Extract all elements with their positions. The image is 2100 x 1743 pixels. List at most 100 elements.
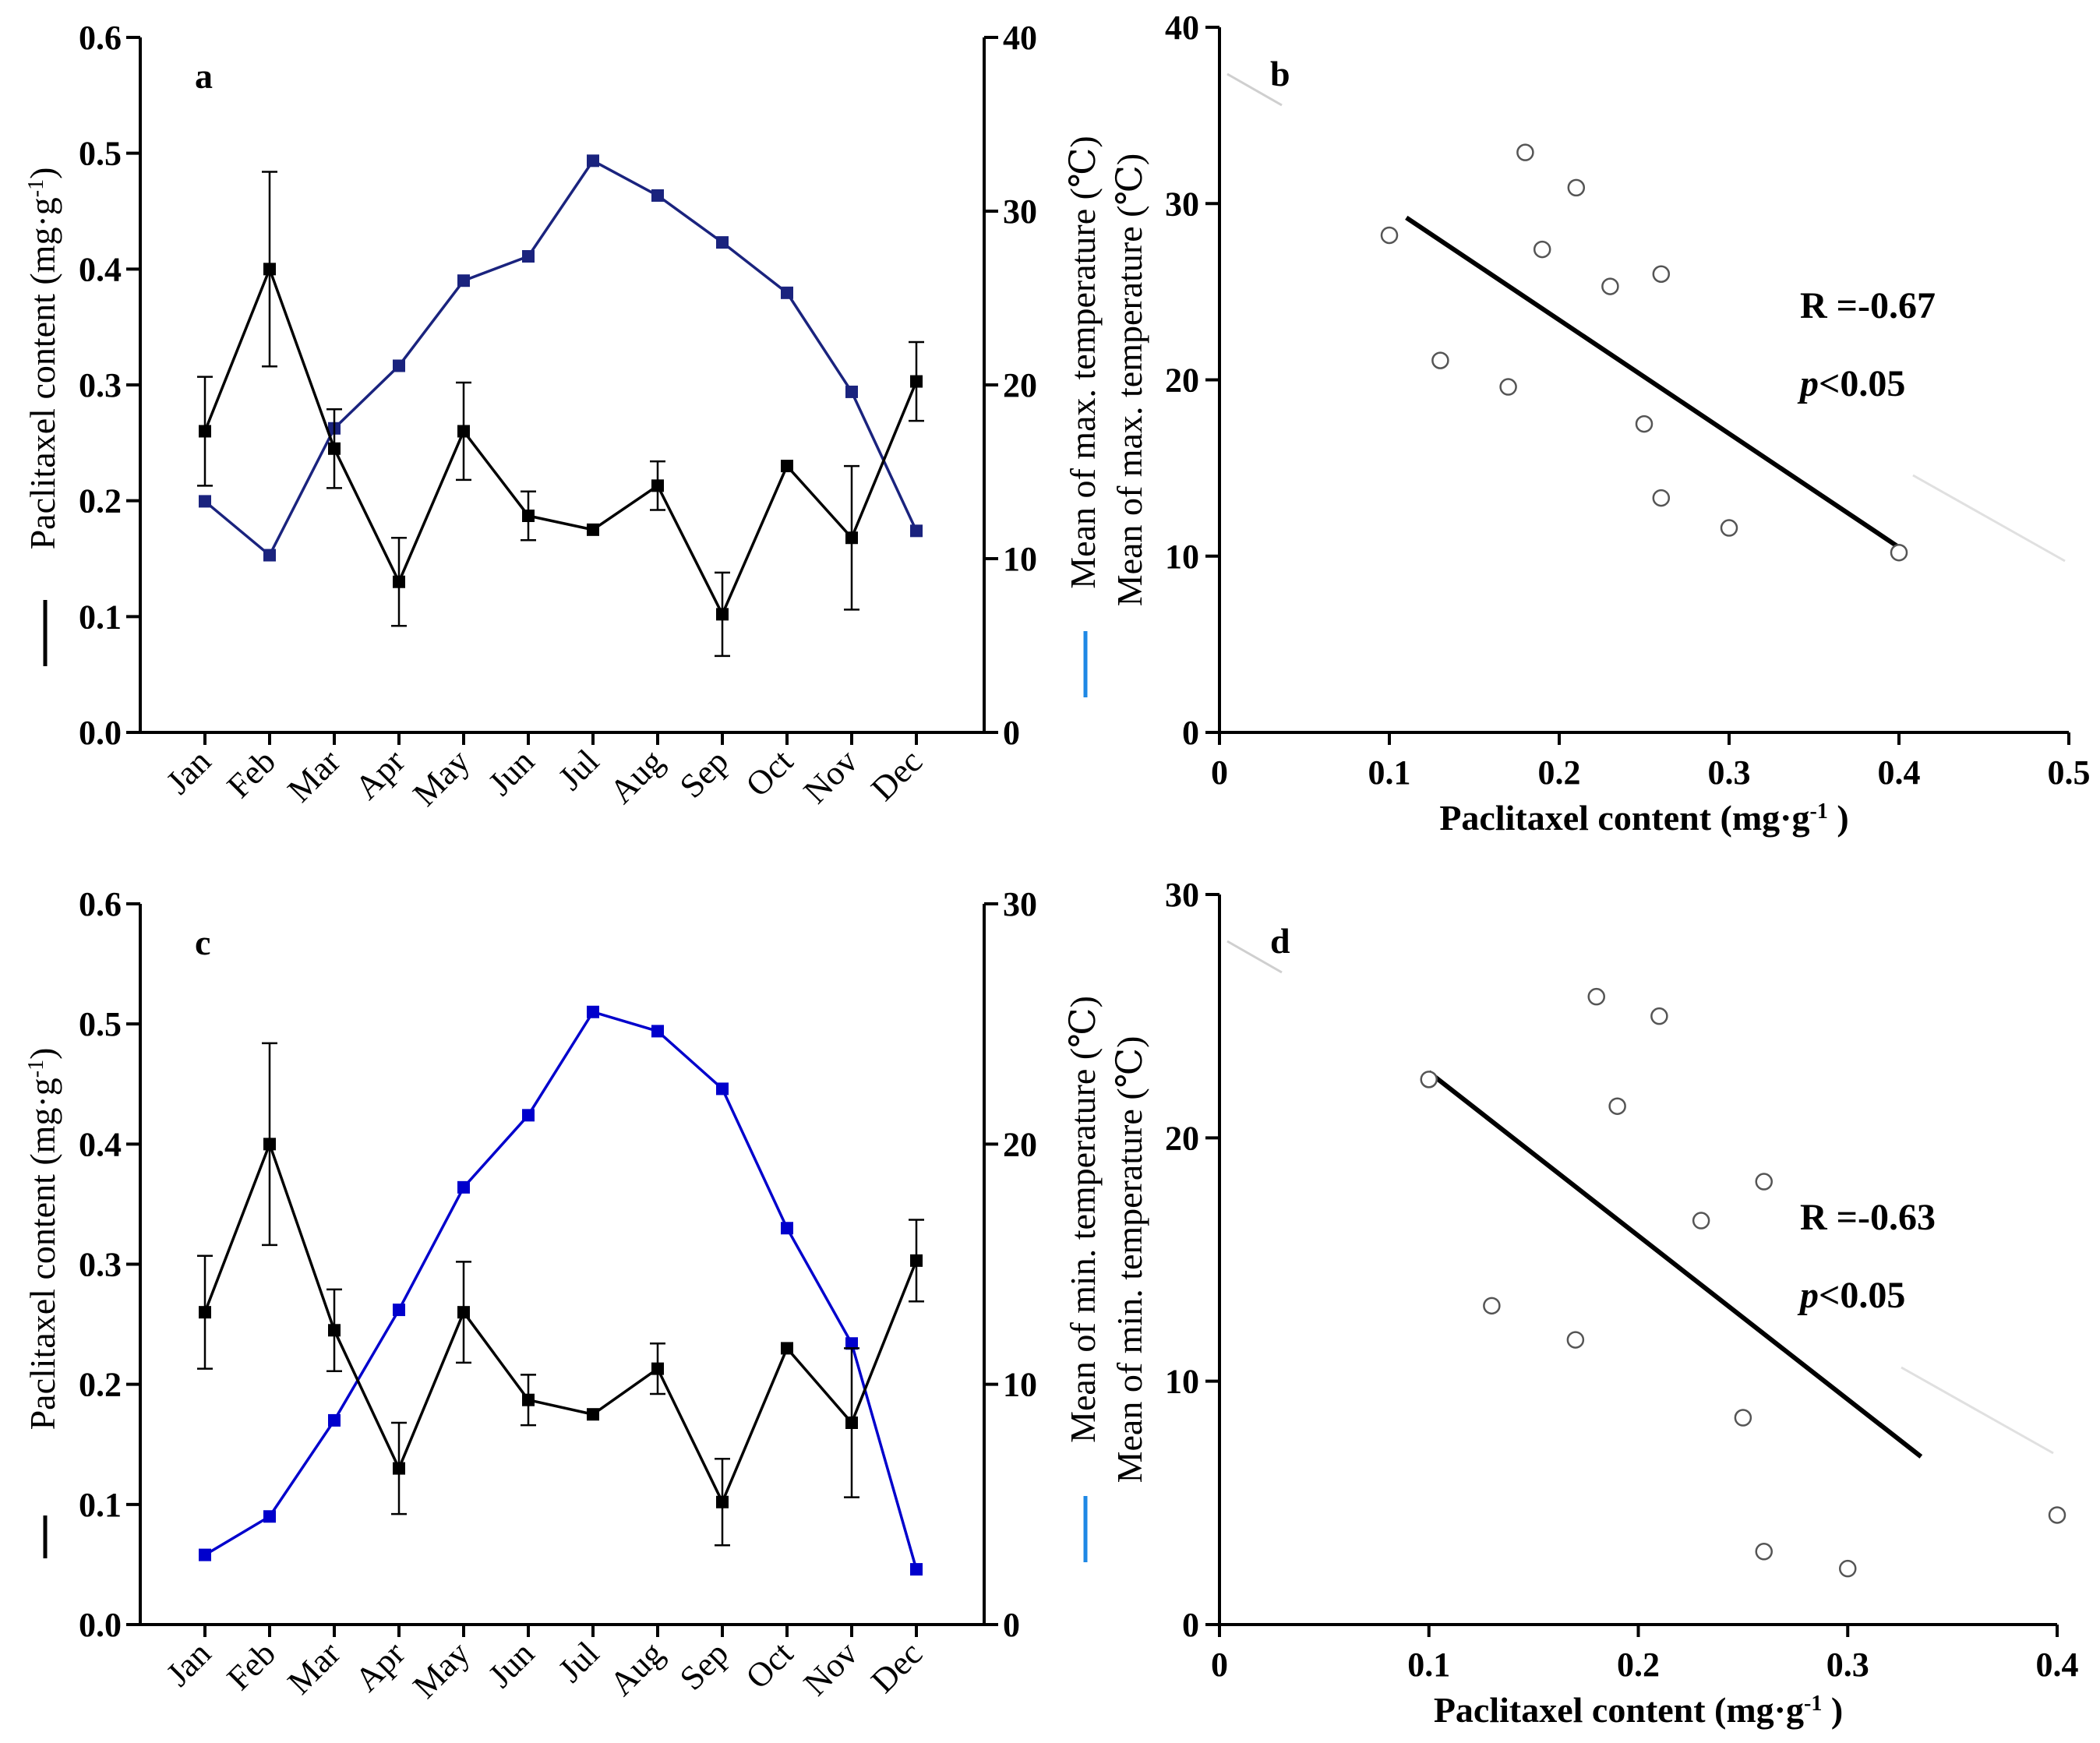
x-tick-label: Jul	[551, 742, 606, 797]
y-tick-label: 30	[1165, 876, 1199, 914]
x-tick-label: Nov	[796, 1634, 865, 1702]
p-value-threshold: <0.05	[1819, 1275, 1905, 1316]
y2-axis-title: Mean of max. temperature (℃)	[1063, 136, 1103, 589]
corner-artifact	[1226, 940, 1283, 974]
paclitaxel-point	[910, 375, 923, 388]
temperature-line	[204, 1010, 918, 1570]
y2-tick-label: 20	[1003, 1125, 1037, 1163]
y-axis-title: Mean of min. temperature (℃)	[1110, 1036, 1149, 1484]
paclitaxel-point	[587, 1408, 599, 1421]
paclitaxel-point	[910, 1254, 923, 1267]
temperature-point	[781, 1222, 793, 1235]
x-axis-title-close: )	[1822, 1690, 1843, 1730]
temperature-point	[457, 1180, 470, 1194]
y-tick-label: 0.4	[79, 250, 122, 288]
paclitaxel-point	[457, 1306, 470, 1319]
temperature-point	[522, 249, 535, 263]
x-tick-label: Feb	[220, 742, 283, 805]
x-tick-label: 0.4	[1878, 753, 1921, 792]
x-axis-title-text: Paclitaxel content (mg·g	[1439, 798, 1809, 838]
temperature-point	[845, 385, 858, 398]
y-axis-title-sup: -1	[24, 1060, 48, 1078]
x-tick-label: Oct	[738, 1634, 800, 1696]
x-tick-label: Jan	[159, 742, 218, 801]
x-tick-label: Apr	[348, 742, 412, 806]
temperature-point	[457, 274, 470, 288]
p-value: p<0.05	[1797, 1275, 1905, 1316]
y-tick-label: 0.4	[79, 1125, 122, 1163]
scatter-point	[1839, 1559, 1857, 1578]
y2-tick-label: 10	[1003, 540, 1037, 578]
corner-artifact	[1226, 72, 1283, 107]
r-value: R =-0.67	[1800, 285, 1936, 326]
y-tick-label: 20	[1165, 362, 1199, 400]
paclitaxel-point	[845, 1417, 858, 1429]
x-axis-title-text: Paclitaxel content (mg·g	[1434, 1690, 1804, 1730]
x-axis-title: Paclitaxel content (mg·g-1 )	[1439, 798, 1848, 838]
paclitaxel-point	[263, 1138, 276, 1151]
paclitaxel-point	[716, 608, 729, 621]
x-tick-label: 0.3	[1708, 753, 1751, 792]
scatter-point	[1692, 1212, 1710, 1230]
x-axis-title: Paclitaxel content (mg·g-1 )	[1434, 1690, 1843, 1730]
temperature-line	[203, 159, 918, 558]
paclitaxel-point	[393, 575, 405, 588]
panel-label: d	[1270, 921, 1290, 961]
paclitaxel-point	[587, 523, 599, 536]
paclitaxel-point	[328, 442, 341, 455]
y-tick-label: 0.2	[79, 482, 122, 520]
y-axis-title-close: )	[23, 1048, 62, 1060]
x-tick-label: Aug	[602, 1634, 671, 1702]
paclitaxel-point	[522, 1393, 535, 1406]
paclitaxel-point	[781, 460, 793, 473]
x-tick-label: Jan	[159, 1634, 218, 1693]
paclitaxel-point	[263, 263, 276, 276]
y2-tick-label: 0	[1003, 714, 1020, 752]
x-tick-label: Mar	[281, 742, 348, 810]
temperature-point	[199, 495, 211, 508]
p-value: p<0.05	[1797, 363, 1905, 404]
temperature-point	[263, 549, 276, 562]
scatter-point	[1601, 277, 1619, 295]
scatter-point	[1587, 987, 1605, 1006]
paclitaxel-line	[203, 265, 918, 618]
scatter-point	[1533, 240, 1551, 259]
paclitaxel-point	[199, 425, 211, 438]
regression-line	[1405, 215, 1901, 549]
x-tick-label: Mar	[281, 1634, 348, 1702]
temperature-point	[910, 524, 923, 538]
temperature-point	[781, 286, 793, 299]
scatter-point	[1890, 543, 1908, 562]
y-tick-label: 0.5	[79, 1005, 122, 1043]
scatter-point	[1608, 1097, 1626, 1115]
x-axis-title-sup: -1	[1810, 799, 1828, 824]
temperature-point	[651, 1025, 664, 1038]
panel-label: c	[195, 923, 210, 962]
x-axis-title-close: )	[1828, 798, 1849, 838]
x-tick-label: Jul	[551, 1634, 606, 1689]
temperature-point	[328, 1413, 341, 1427]
y2-tick-label: 40	[1003, 19, 1037, 57]
y2-axis-title: Mean of min. temperature (℃)	[1063, 996, 1103, 1443]
x-tick-label: 0.4	[2036, 1646, 2079, 1684]
panel-label: a	[195, 56, 213, 96]
y-tick-label: 0.0	[79, 714, 122, 752]
corner-artifact	[1912, 474, 2066, 563]
temperature-point	[522, 1109, 535, 1122]
y-axis-title-text: Paclitaxel content (mg·g	[23, 1078, 62, 1430]
y-tick-label: 0.3	[79, 366, 122, 404]
x-tick-label: Dec	[863, 742, 930, 808]
y-tick-label: 0.6	[79, 19, 122, 57]
y2-tick-label: 30	[1003, 885, 1037, 923]
y-tick-label: 0.2	[79, 1366, 122, 1404]
x-tick-label: Nov	[796, 742, 865, 810]
temperature-point	[651, 189, 664, 202]
x-tick-label: Apr	[348, 1634, 412, 1699]
scatter-point	[1499, 378, 1517, 396]
y-axis-title: Mean of max. temperature (℃)	[1110, 153, 1149, 607]
paclitaxel-line	[203, 1140, 918, 1505]
p-value-threshold: <0.05	[1819, 363, 1905, 404]
y-axis-title: Paclitaxel content (mg·g-1)	[23, 1048, 62, 1431]
